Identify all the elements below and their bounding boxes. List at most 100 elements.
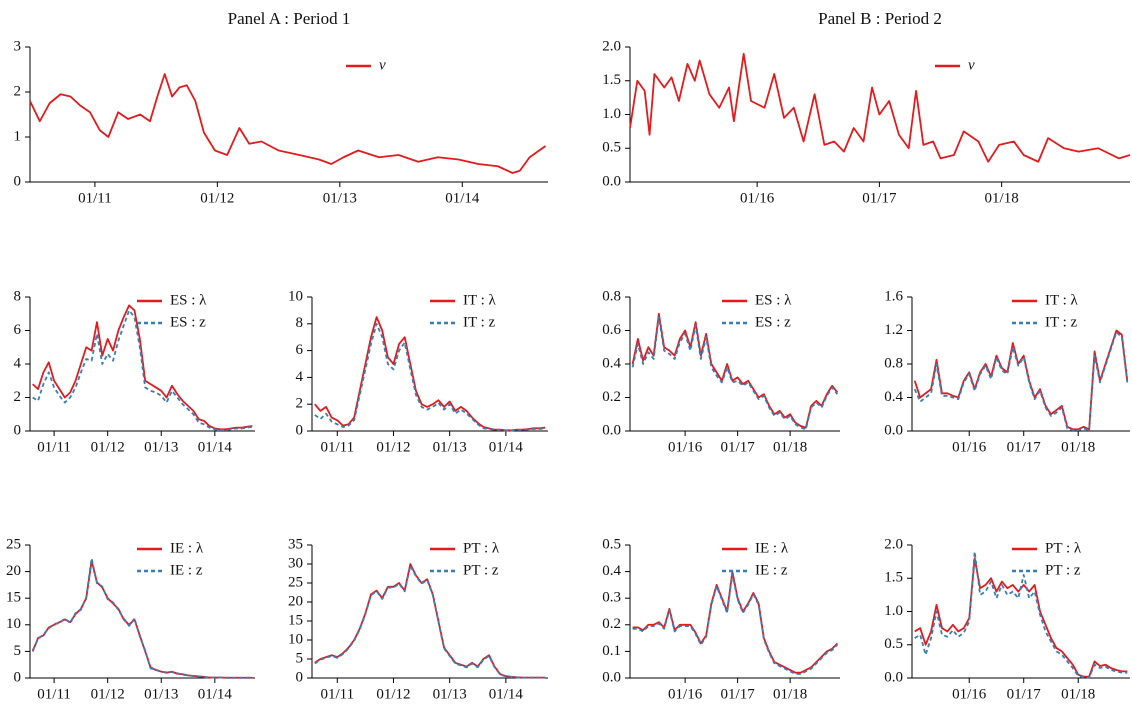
- y-tick-label: 1: [14, 128, 22, 144]
- x-tick-label: 01/18: [1061, 686, 1095, 702]
- x-tick-label: 01/13: [323, 190, 357, 206]
- y-tick-label: 3: [14, 38, 22, 54]
- legend-label: IT : λ: [1045, 292, 1079, 308]
- series-line: [913, 329, 1129, 431]
- y-tick-label: 25: [288, 574, 303, 590]
- series-line: [314, 565, 546, 679]
- y-tick-label: 5: [14, 643, 22, 659]
- series-line: [31, 560, 253, 679]
- series-line: [629, 52, 1131, 163]
- x-tick-label: 01/17: [862, 190, 897, 206]
- y-tick-label: 0: [14, 669, 22, 685]
- series-line: [314, 563, 546, 679]
- y-tick-label: 1.6: [884, 288, 903, 304]
- series-line: [914, 557, 1128, 678]
- legend-label: IT : λ: [463, 292, 497, 308]
- y-tick-label: 1.2: [884, 322, 903, 338]
- series-line: [632, 570, 839, 674]
- x-tick-label: 01/11: [78, 190, 112, 206]
- y-tick-label: 8: [296, 315, 304, 331]
- series-line: [631, 312, 839, 429]
- y-tick-label: 15: [288, 612, 303, 628]
- y-tick-label: 0.0: [602, 669, 621, 685]
- y-tick-label: 0.4: [602, 563, 621, 579]
- series-line: [914, 550, 1128, 679]
- y-tick-label: 20: [288, 593, 303, 609]
- y-tick-label: 10: [6, 616, 21, 632]
- legend-label: IE : z: [755, 562, 788, 578]
- legend-label: IE : z: [170, 562, 203, 578]
- x-tick-label: 01/18: [1061, 439, 1095, 455]
- chart-title: Panel A : Period 1: [228, 9, 351, 28]
- y-tick-label: 0.5: [602, 536, 621, 552]
- y-tick-label: 25: [6, 536, 21, 552]
- x-tick-label: 01/11: [37, 439, 71, 455]
- series-line: [31, 557, 253, 679]
- x-tick-label: 01/14: [489, 439, 524, 455]
- legend-label: IE : λ: [170, 540, 204, 556]
- y-tick-label: 0.5: [602, 140, 621, 156]
- x-tick-label: 01/17: [1007, 686, 1042, 702]
- x-tick-label: 01/14: [445, 190, 480, 206]
- x-tick-label: 01/18: [773, 439, 807, 455]
- y-tick-label: 2.0: [602, 38, 621, 54]
- x-tick-label: 01/12: [91, 439, 125, 455]
- y-tick-label: 0.4: [602, 355, 621, 371]
- y-tick-label: 8: [14, 288, 22, 304]
- x-tick-label: 01/18: [985, 190, 1019, 206]
- chart-title: Panel B : Period 2: [818, 9, 942, 28]
- y-tick-label: 0.1: [602, 643, 621, 659]
- legend-label: PT : z: [1045, 562, 1081, 578]
- x-tick-label: 01/13: [144, 439, 178, 455]
- y-tick-label: 1.0: [884, 603, 903, 619]
- legend-label: ES : λ: [755, 292, 792, 308]
- legend-label: ES : z: [170, 314, 206, 330]
- x-tick-label: 01/14: [489, 686, 524, 702]
- x-tick-label: 01/13: [433, 686, 467, 702]
- y-tick-label: 0.8: [602, 288, 621, 304]
- y-tick-label: 5: [296, 650, 304, 666]
- y-tick-label: 0.8: [884, 355, 903, 371]
- x-tick-label: 01/12: [91, 686, 125, 702]
- y-tick-label: 0: [14, 173, 22, 189]
- x-tick-label: 01/16: [952, 686, 987, 702]
- y-tick-label: 1.5: [602, 72, 621, 88]
- x-tick-label: 01/12: [200, 190, 234, 206]
- y-tick-label: 0.6: [602, 322, 621, 338]
- y-tick-label: 10: [288, 631, 303, 647]
- y-tick-label: 6: [296, 342, 304, 358]
- series-line: [314, 322, 546, 432]
- series-line: [29, 73, 547, 174]
- y-tick-label: 0.0: [602, 173, 621, 189]
- legend-label: v: [968, 57, 975, 73]
- y-tick-label: 0: [296, 669, 304, 685]
- series-line: [314, 316, 546, 432]
- x-tick-label: 01/17: [1007, 439, 1042, 455]
- y-tick-label: 0.5: [884, 636, 903, 652]
- y-tick-label: 0.2: [602, 616, 621, 632]
- legend-label: PT : λ: [1045, 540, 1082, 556]
- y-tick-label: 0.3: [602, 590, 621, 606]
- y-tick-label: 4: [14, 355, 22, 371]
- x-tick-label: 01/13: [433, 439, 467, 455]
- x-tick-label: 01/14: [198, 686, 233, 702]
- x-tick-label: 01/17: [721, 439, 756, 455]
- x-tick-label: 01/14: [198, 439, 233, 455]
- y-tick-label: 0.2: [602, 389, 621, 405]
- legend-label: PT : z: [463, 562, 499, 578]
- y-tick-label: 2: [14, 83, 22, 99]
- legend-label: IT : z: [1045, 314, 1078, 330]
- x-tick-label: 01/13: [144, 686, 178, 702]
- y-tick-label: 4: [296, 369, 304, 385]
- series-line: [632, 573, 839, 675]
- y-tick-label: 0: [14, 422, 22, 438]
- y-tick-label: 30: [288, 555, 303, 571]
- y-tick-label: 0.0: [884, 422, 903, 438]
- legend-label: PT : λ: [463, 540, 500, 556]
- x-tick-label: 01/18: [773, 686, 807, 702]
- x-tick-label: 01/12: [376, 686, 410, 702]
- y-tick-label: 20: [6, 563, 21, 579]
- x-tick-label: 01/11: [37, 686, 71, 702]
- legend-label: IT : z: [463, 314, 496, 330]
